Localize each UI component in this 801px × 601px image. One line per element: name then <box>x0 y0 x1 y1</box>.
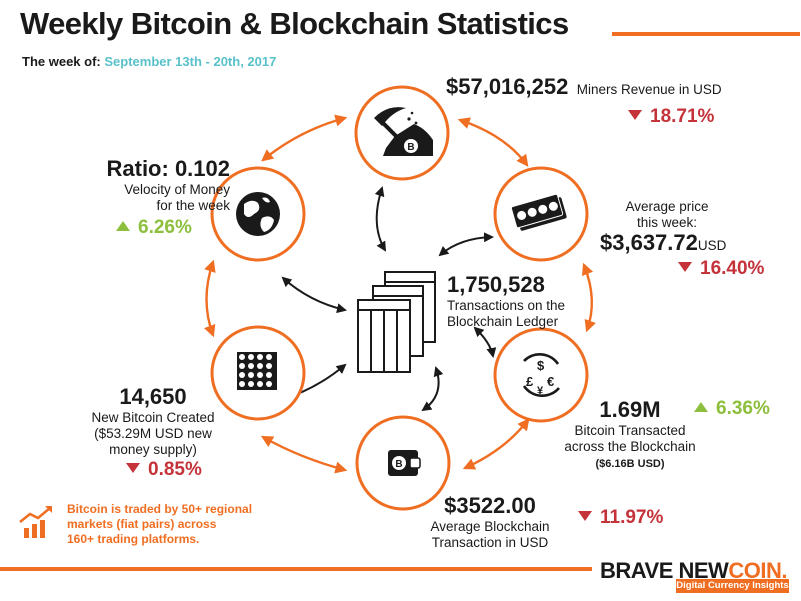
title-divider <box>612 32 800 36</box>
transacted-value: 1.69M <box>599 397 661 422</box>
svg-text:€: € <box>547 374 554 389</box>
price-stat: $3,637.72USD <box>600 230 726 256</box>
created-stat: 14,650 New Bitcoin Created ($53.29M USD … <box>78 384 228 458</box>
arc-coins-globe <box>204 259 216 338</box>
currency-exchange-icon <box>522 353 560 398</box>
transactions-value: 1,750,528 <box>447 272 545 297</box>
arrow-center-wallet <box>421 366 444 412</box>
arc-globe-pick <box>261 114 348 162</box>
transacted-stat: 1.69M Bitcoin Transacted across the Bloc… <box>550 397 710 470</box>
svg-text:$: $ <box>537 358 545 373</box>
price-value: $3,637.72 <box>600 230 698 255</box>
transacted-usd: ($6.16B USD) <box>595 458 665 470</box>
week-line: The week of: September 13th - 20th, 2017 <box>22 54 276 69</box>
week-label: The week of: <box>22 54 101 69</box>
down-arrow-icon <box>628 110 642 120</box>
arrow-center-banknotes <box>438 232 494 257</box>
ratio-stat: Ratio: 0.102 Velocity of Money for the w… <box>60 156 231 214</box>
avg-tx-value: $3522.00 <box>444 493 536 518</box>
ratio-value: Ratio: 0.102 <box>106 156 231 181</box>
arc-currency-wallet <box>462 418 530 470</box>
svg-text:¥: ¥ <box>537 385 544 397</box>
up-arrow-icon <box>694 402 708 412</box>
trading-note: Bitcoin is traded by 50+ regional market… <box>67 502 253 546</box>
page-title: Weekly Bitcoin & Blockchain Statistics <box>20 6 569 41</box>
arc-wallet-coins <box>260 435 348 474</box>
brand-logo: BRAVE NEWCOIN. <box>600 558 787 583</box>
coin-stacks-icon <box>237 352 277 390</box>
wallet-icon: B <box>388 450 421 476</box>
down-arrow-icon <box>578 511 592 521</box>
globe-icon <box>236 192 280 236</box>
svg-text:B: B <box>395 459 402 470</box>
currency-symbols: $ £ € ¥ <box>526 358 554 397</box>
arrow-center-pick <box>374 186 387 252</box>
arrow-center-globe <box>281 276 347 314</box>
ratio-change: 6.26% <box>116 217 192 239</box>
price-change: 16.40% <box>678 258 764 280</box>
arrow-center-currency <box>473 326 497 358</box>
avg-tx-change: 11.97% <box>578 507 663 529</box>
arc-pick-banknotes <box>457 117 529 167</box>
banknotes-icon <box>510 193 567 231</box>
price-label: Average price this week: <box>625 199 709 230</box>
ledger-pages-icon <box>357 271 436 373</box>
transacted-change: 6.36% <box>694 398 770 420</box>
avg-tx-stat: $3522.00 Average Blockchain Transaction … <box>410 493 570 551</box>
brand-tagline: Digital Currency Insights <box>676 579 789 593</box>
miners-change: 18.71% <box>628 106 714 128</box>
footer-divider <box>0 567 592 571</box>
created-value: 14,650 <box>119 384 187 409</box>
up-arrow-icon <box>116 221 130 231</box>
circle-transacted <box>493 327 589 423</box>
down-arrow-icon <box>126 463 140 473</box>
arc-banknotes-currency <box>581 262 596 333</box>
down-arrow-icon <box>678 262 692 272</box>
svg-text:B: B <box>407 142 414 153</box>
pickaxe-mining-icon: B <box>374 107 433 156</box>
svg-text:£: £ <box>526 374 534 389</box>
week-dates: September 13th - 20th, 2017 <box>104 54 277 69</box>
transactions-stat: 1,750,528 Transactions on the Blockchain… <box>447 272 587 330</box>
miners-stat: $57,016,252 Miners Revenue in USD <box>446 74 722 100</box>
price-unit: USD <box>697 238 727 253</box>
created-change: 0.85% <box>126 459 202 481</box>
rising-chart-icon <box>19 506 52 538</box>
miners-label: Miners Revenue in USD <box>576 82 722 97</box>
miners-value: $57,016,252 <box>446 74 569 99</box>
